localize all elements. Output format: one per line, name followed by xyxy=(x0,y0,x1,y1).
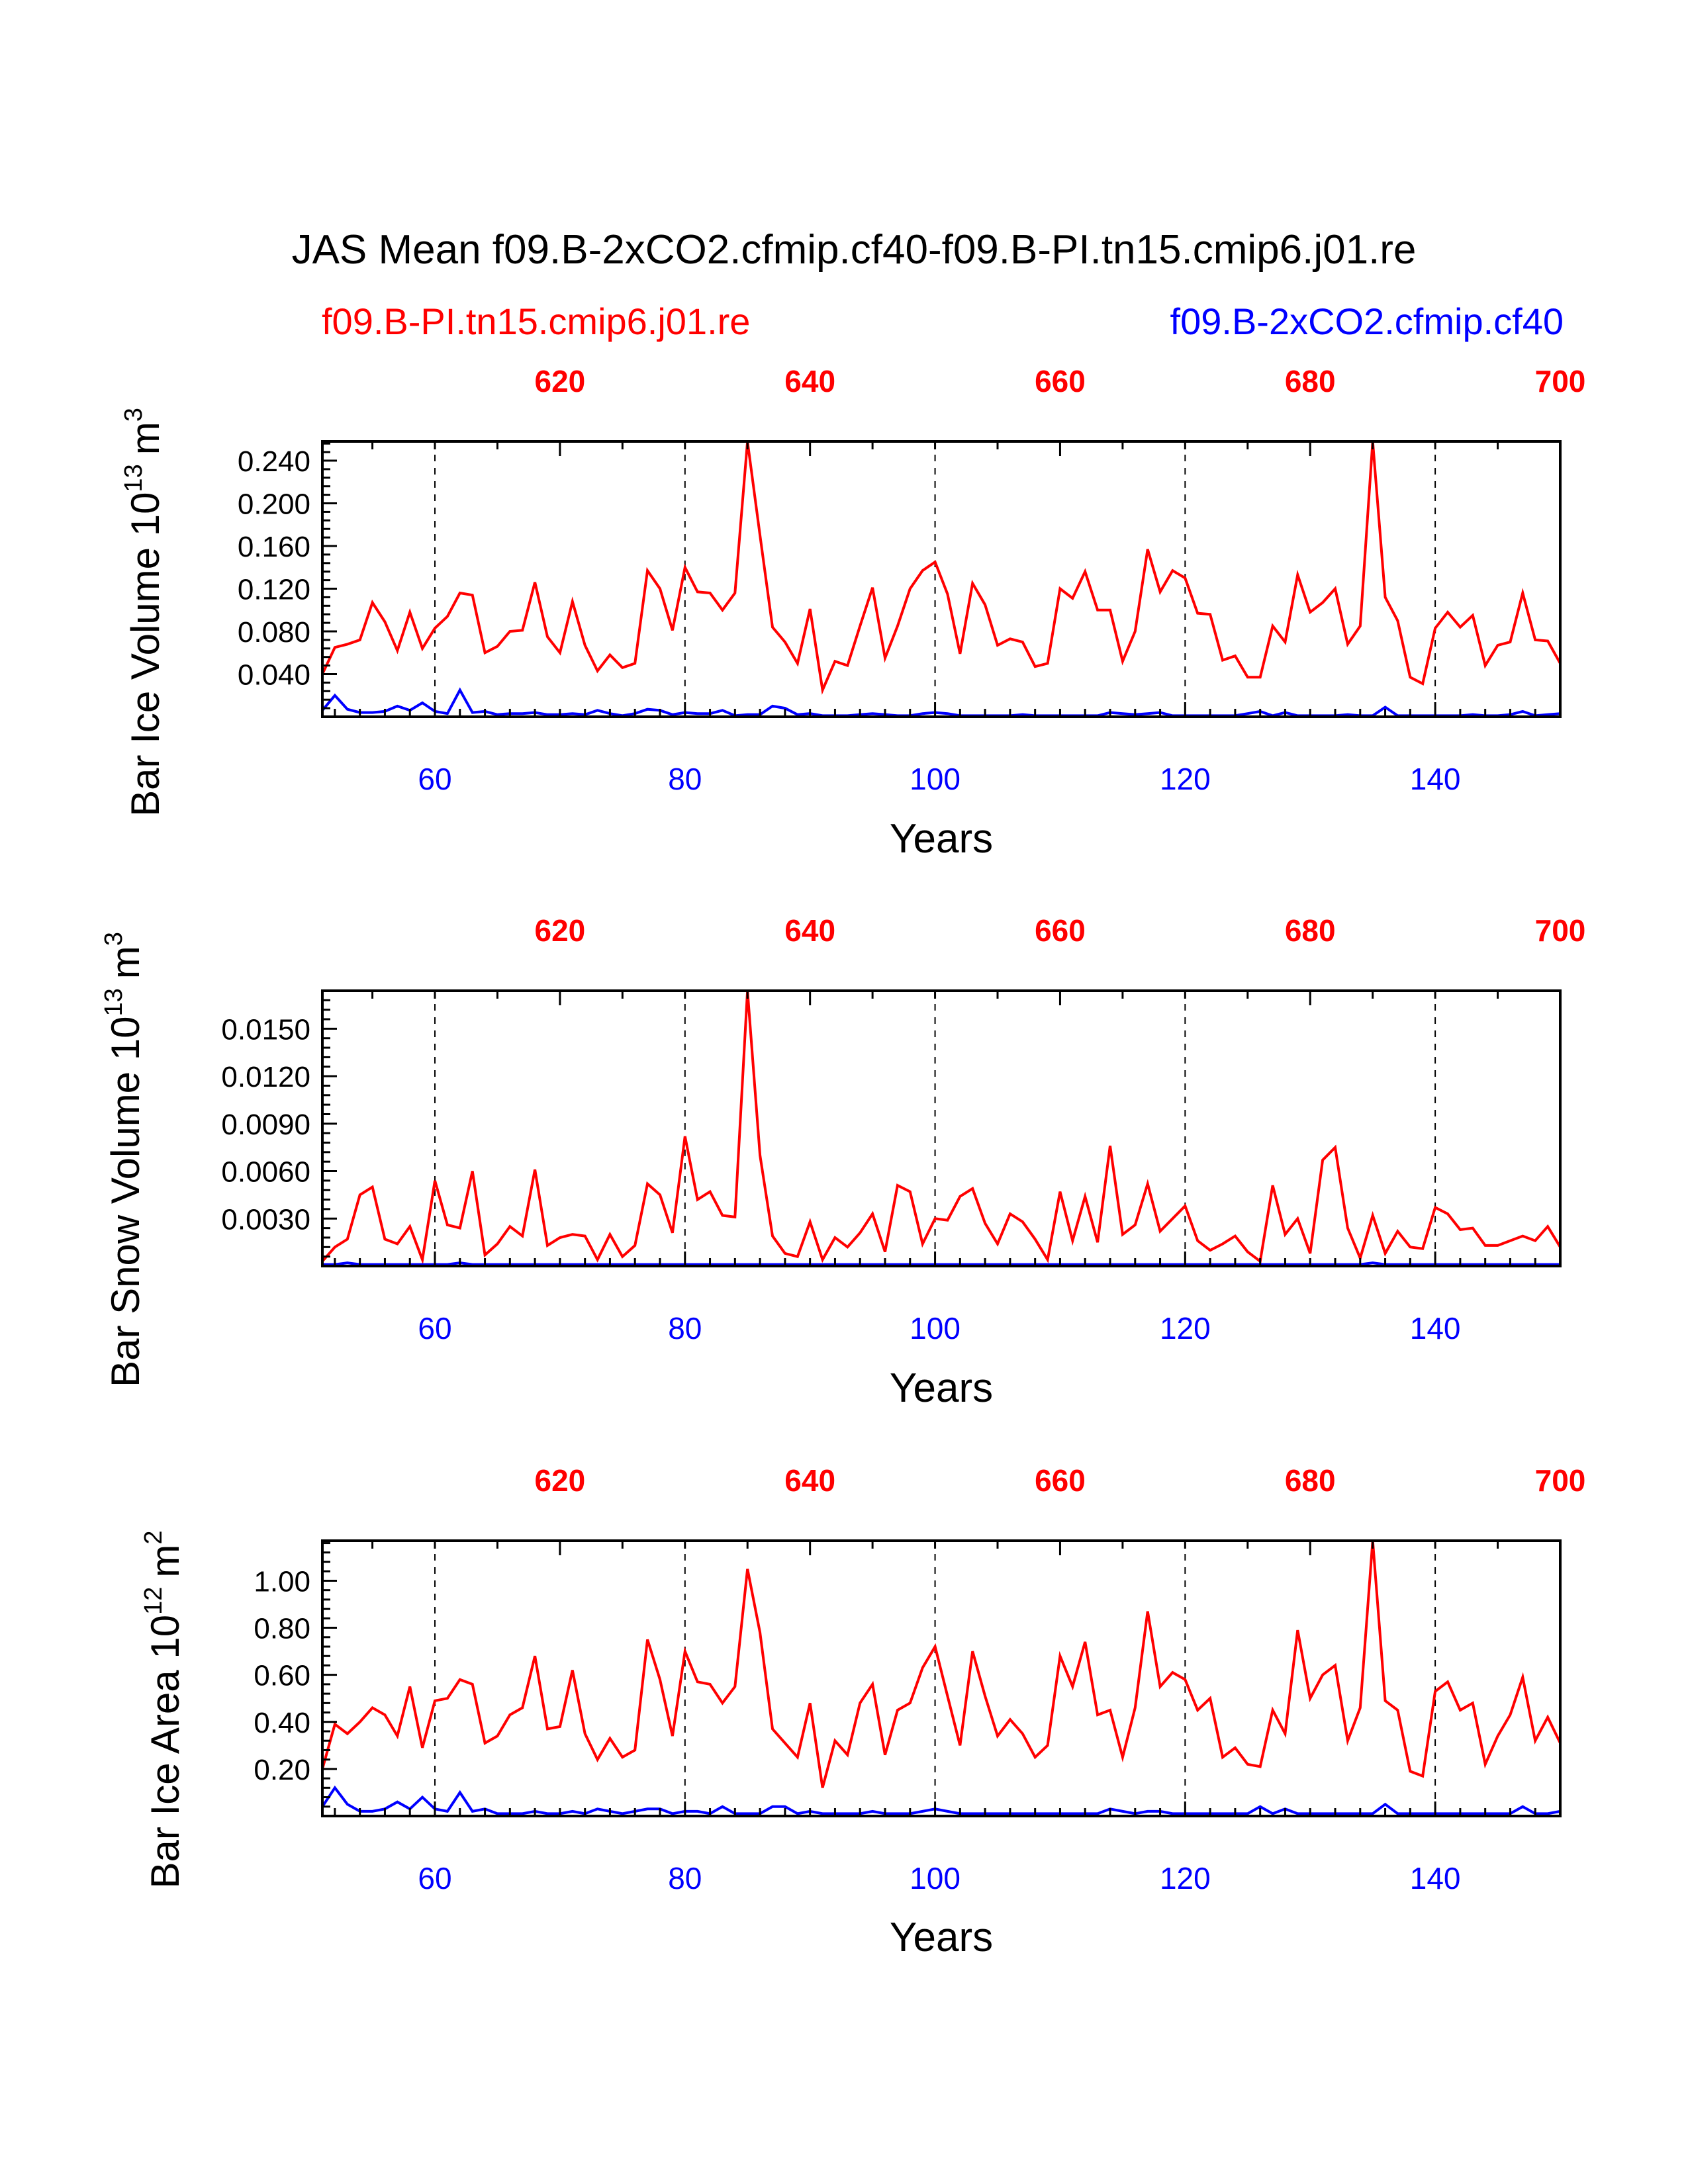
svg-text:Bar Ice Area 1012m2: Bar Ice Area 1012 m2 xyxy=(140,1531,187,1889)
ice-volume-top-tick-label-4: 700 xyxy=(1535,364,1586,398)
ice-volume-y-tick-label-3: 0.160 xyxy=(238,531,310,563)
ice-volume-y-tick-label-1: 0.080 xyxy=(238,616,310,649)
ice-area-y-tick-label-4: 1.00 xyxy=(254,1565,310,1598)
snow-volume-y-label-unit-exp: 3 xyxy=(100,932,128,946)
ice-area-y-label: Bar Ice Area 1012 m2 xyxy=(140,1531,187,1889)
ice-area-series-control-line xyxy=(321,1540,1562,1788)
ice-volume-y-label-exp: 13 xyxy=(120,464,148,492)
snow-volume-plot-frame xyxy=(321,989,1562,1267)
ice-area-bottom-tick-label-4: 140 xyxy=(1410,1861,1461,1895)
ice-volume-y-tick-label-2: 0.120 xyxy=(238,574,310,606)
figure-title: JAS Mean f09.B-2xCO2.cfmip.cf40-f09.B-PI… xyxy=(292,227,1417,273)
ice-area-y-label-unit: m xyxy=(143,1545,187,1578)
ice-area-y-tick-label-1: 0.40 xyxy=(254,1707,310,1739)
snow-volume-bottom-tick-label-0: 60 xyxy=(418,1311,451,1345)
ice-volume-y-tick-label-5: 0.240 xyxy=(238,445,310,478)
ice-volume-top-tick-label-3: 680 xyxy=(1285,364,1336,398)
snow-volume-y-label-main: Bar Snow Volume 10 xyxy=(103,1017,148,1387)
svg-text:Bar Ice Volume 1013m3: Bar Ice Volume 1013 m3 xyxy=(120,408,167,817)
ice-area-top-tick-label-2: 660 xyxy=(1035,1463,1086,1498)
ice-area-y-label-exp: 12 xyxy=(140,1587,167,1615)
ice-area-bottom-tick-label-0: 60 xyxy=(418,1861,451,1895)
snow-volume-top-tick-label-1: 640 xyxy=(784,913,835,948)
panel-snow-volume: Bar Snow Volume 1013 m3 60 80 100 120 140 620 6… xyxy=(100,913,1585,1411)
ice-volume-x-label: Years xyxy=(890,816,993,862)
snow-volume-top-tick-label-0: 620 xyxy=(535,913,586,948)
snow-volume-series-experiment-line xyxy=(322,1261,1560,1266)
snow-volume-top-tick-label-2: 660 xyxy=(1035,913,1086,948)
snow-volume-y-tick-label-0: 0.0030 xyxy=(221,1203,310,1236)
ice-volume-y-label: Bar Ice Volume 1013 m3 xyxy=(120,408,167,817)
ice-area-y-tick-label-0: 0.20 xyxy=(254,1754,310,1786)
snow-volume-y-label-exp: 13 xyxy=(100,988,128,1016)
snow-volume-y-tick-label-2: 0.0090 xyxy=(221,1109,310,1141)
ice-area-y-tick-label-3: 0.80 xyxy=(254,1613,310,1645)
snow-volume-y-tick-label-4: 0.0150 xyxy=(221,1013,310,1046)
ice-area-y-label-unit-exp: 2 xyxy=(140,1531,167,1545)
ice-volume-top-tick-label-2: 660 xyxy=(1035,364,1086,398)
ice-area-bottom-tick-label-3: 120 xyxy=(1160,1861,1211,1895)
ice-volume-bottom-tick-label-4: 140 xyxy=(1410,762,1461,796)
ice-area-plot-frame xyxy=(321,1539,1562,1817)
ice-volume-y-label-unit-exp: 3 xyxy=(120,408,148,422)
snow-volume-series-control-line xyxy=(321,990,1562,1265)
snow-volume-top-tick-label-3: 680 xyxy=(1285,913,1336,948)
ice-area-top-tick-label-1: 640 xyxy=(784,1463,835,1498)
ice-area-top-tick-label-0: 620 xyxy=(535,1463,586,1498)
ice-volume-top-tick-label-0: 620 xyxy=(535,364,586,398)
ice-volume-y-tick-label-4: 0.200 xyxy=(238,488,310,521)
ice-volume-bottom-tick-label-1: 80 xyxy=(668,762,702,796)
legend-experiment-label: f09.B-2xCO2.cfmip.cf40 xyxy=(1170,300,1564,342)
snow-volume-top-tick-label-4: 700 xyxy=(1535,913,1586,948)
ice-area-top-tick-label-3: 680 xyxy=(1285,1463,1336,1498)
snow-volume-y-label: Bar Snow Volume 1013 m3 xyxy=(100,932,148,1387)
ice-area-y-tick-label-2: 0.60 xyxy=(254,1660,310,1692)
panel-ice-area: Bar Ice Area 1012 m2 60 80 100 120 140 620 640 6… xyxy=(140,1463,1585,1960)
ice-area-x-label: Years xyxy=(890,1915,993,1960)
panel-ice-volume: Bar Ice Volume 1013 m3 60 80 100 120 140 620 64… xyxy=(120,364,1585,862)
ice-area-bottom-tick-label-1: 80 xyxy=(668,1861,702,1895)
ice-volume-bottom-tick-label-2: 100 xyxy=(910,762,961,796)
ice-volume-series-control-line xyxy=(321,441,1562,695)
snow-volume-y-label-unit: m xyxy=(103,946,148,979)
ice-volume-series-experiment-line xyxy=(321,687,1561,717)
legend-control-label: f09.B-PI.tn15.cmip6.j01.re xyxy=(322,300,750,342)
ice-volume-y-label-unit: m xyxy=(123,422,167,455)
snow-volume-bottom-tick-label-1: 80 xyxy=(668,1311,702,1345)
ice-area-y-label-main: Bar Ice Area 10 xyxy=(143,1615,187,1889)
ice-volume-plot-frame xyxy=(321,440,1562,718)
ice-volume-y-tick-label-0: 0.040 xyxy=(238,659,310,692)
ice-volume-bottom-tick-label-3: 120 xyxy=(1160,762,1211,796)
svg-text:Bar Snow Volume 1013m3: Bar Snow Volume 1013 m3 xyxy=(100,932,148,1387)
ice-area-bottom-tick-label-2: 100 xyxy=(910,1861,961,1895)
snow-volume-x-label: Years xyxy=(890,1365,993,1411)
snow-volume-bottom-tick-label-3: 120 xyxy=(1160,1311,1211,1345)
snow-volume-bottom-tick-label-4: 140 xyxy=(1410,1311,1461,1345)
snow-volume-y-tick-label-1: 0.0060 xyxy=(221,1156,310,1189)
ice-area-top-tick-label-4: 700 xyxy=(1535,1463,1586,1498)
ice-volume-bottom-tick-label-0: 60 xyxy=(418,762,451,796)
ice-volume-top-tick-label-1: 640 xyxy=(784,364,835,398)
ice-volume-y-label-main: Bar Ice Volume 10 xyxy=(123,492,167,817)
ice-area-series-experiment-line xyxy=(321,1785,1561,1815)
snow-volume-y-tick-label-3: 0.0120 xyxy=(221,1061,310,1093)
snow-volume-bottom-tick-label-2: 100 xyxy=(910,1311,961,1345)
